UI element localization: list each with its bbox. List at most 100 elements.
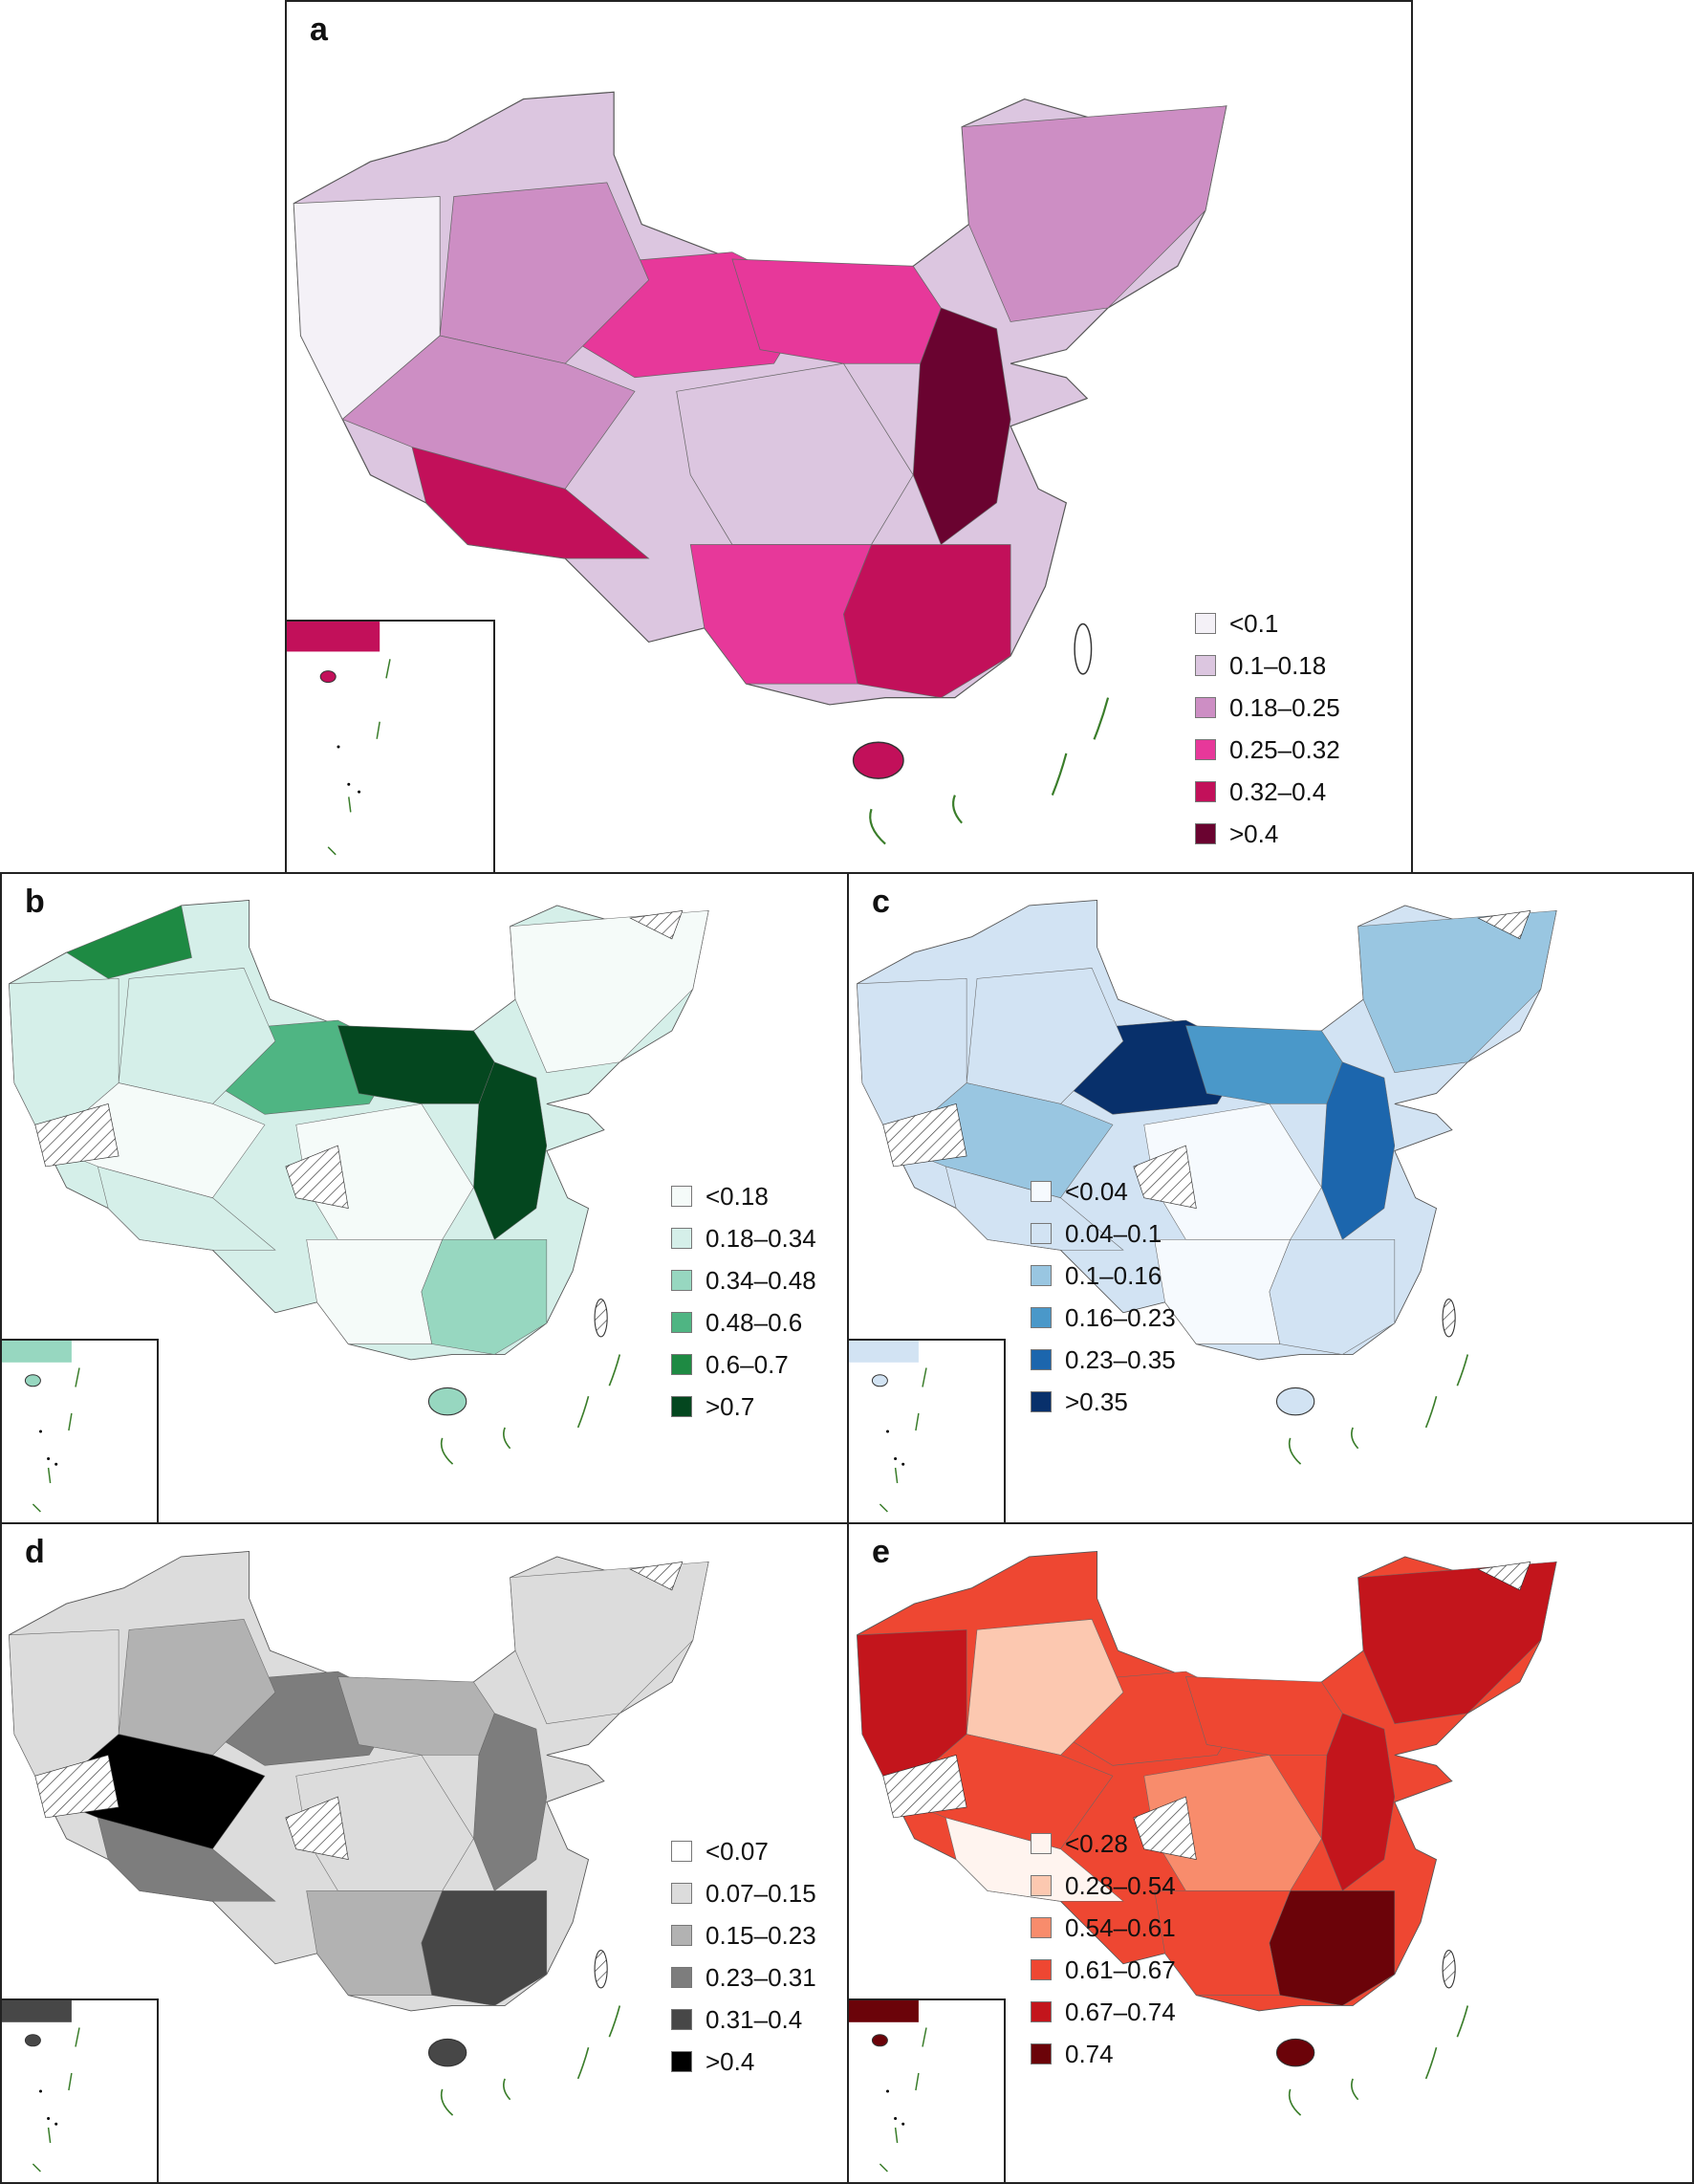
legend-label: 0.04–0.1 (1065, 1218, 1162, 1248)
region (966, 1619, 1124, 1756)
legend-label: >0.35 (1065, 1387, 1128, 1416)
legend-item: 0.54–0.61 (1031, 1907, 1176, 1949)
hainan-island (852, 741, 904, 779)
region (439, 182, 649, 364)
panel-label: a (310, 11, 328, 48)
legend-label: 0.18–0.34 (706, 1223, 816, 1253)
legend-label: 0.25–0.32 (1229, 734, 1340, 764)
legend-item: 0.34–0.48 (671, 1259, 816, 1301)
south-china-sea-inset (849, 1998, 1006, 2182)
panel-a: a <0.1 0.1–0.18 0.18–0.25 0.25–0.32 0.32–0.4 >… (285, 0, 1413, 874)
region (1357, 1562, 1557, 1724)
legend-label: 0.16–0.23 (1065, 1302, 1176, 1332)
hainan-island (1275, 1387, 1315, 1416)
region (510, 1562, 709, 1724)
hainan-island (1275, 2038, 1315, 2067)
legend-label: 0.31–0.4 (706, 2004, 803, 2034)
maritime-boundary (1456, 1354, 1469, 1387)
legend-swatch (1031, 1875, 1052, 1896)
region (966, 968, 1124, 1104)
choropleth-map (857, 899, 1557, 1465)
maritime-boundary (1093, 697, 1110, 740)
choropleth-map (293, 91, 1227, 845)
legend-swatch (1031, 1959, 1052, 1980)
legend-label: 0.18–0.25 (1229, 692, 1340, 722)
region (731, 258, 942, 364)
region (65, 905, 192, 979)
legend-swatch (1031, 1223, 1052, 1244)
maritime-boundary (1051, 753, 1068, 796)
region (118, 1619, 276, 1756)
legend-item: 0.67–0.74 (1031, 1991, 1176, 2033)
legend-label: 0.74 (1065, 2039, 1114, 2068)
maritime-boundary (608, 2005, 621, 2038)
legend-item: 0.6–0.7 (671, 1343, 816, 1386)
no-data-region (629, 1561, 684, 1591)
legend-swatch (1031, 2001, 1052, 2022)
legend-item: 0.1–0.16 (1031, 1255, 1176, 1297)
maritime-boundary (503, 1427, 511, 1450)
region (1154, 1239, 1292, 1344)
legend-label: 0.32–0.4 (1229, 776, 1327, 806)
legend-item: 0.28–0.54 (1031, 1865, 1176, 1907)
legend-swatch (671, 1396, 692, 1417)
legend-swatch (1195, 823, 1216, 844)
maritime-boundary (608, 1354, 621, 1387)
south-china-sea-inset (2, 1339, 159, 1522)
legend-item: 0.25–0.32 (1195, 729, 1340, 771)
legend-label: <0.18 (706, 1181, 769, 1211)
maritime-boundary (1424, 1395, 1438, 1429)
legend-swatch (671, 1883, 692, 1904)
legend-item: 0.31–0.4 (671, 1998, 816, 2041)
region (1321, 1713, 1396, 1891)
legend-label: 0.28–0.54 (1065, 1870, 1176, 1900)
panel-c: c <0.04 0.04–0.1 0.1–0.16 0.16–0.23 0.23–0.35… (847, 872, 1694, 1524)
legend-label: >0.7 (706, 1391, 755, 1421)
legend-label: 0.1–0.16 (1065, 1260, 1162, 1290)
legend-swatch (1195, 655, 1216, 676)
legend: <0.07 0.07–0.15 0.15–0.23 0.23–0.31 0.31–0.4… (671, 1830, 816, 2083)
legend-item: 0.07–0.15 (671, 1872, 816, 1914)
legend-label: 0.23–0.35 (1065, 1344, 1176, 1374)
legend-item: >0.35 (1031, 1381, 1176, 1423)
legend-item: >0.4 (1195, 813, 1340, 855)
legend-swatch (1031, 1265, 1052, 1286)
no-data-region (882, 1754, 967, 1819)
no-data-region (1477, 1561, 1531, 1591)
legend-item: >0.4 (671, 2041, 816, 2083)
legend-item: <0.1 (1195, 602, 1340, 644)
legend-label: 0.61–0.67 (1065, 1955, 1176, 1984)
region (118, 968, 276, 1104)
maritime-boundary (1351, 2078, 1359, 2101)
maritime-boundary (576, 1395, 590, 1429)
maritime-boundary (952, 795, 963, 824)
legend-label: <0.28 (1065, 1828, 1128, 1858)
region (341, 335, 636, 490)
no-data-region (1477, 909, 1531, 940)
maritime-boundary (1288, 1437, 1302, 1465)
legend-label: <0.07 (706, 1836, 769, 1866)
legend-item: <0.28 (1031, 1823, 1176, 1865)
region (473, 1713, 548, 1891)
panel-e: e <0.28 0.28–0.54 0.54–0.61 0.61–0.67 0.67–0.… (847, 1522, 1694, 2184)
choropleth-map (9, 899, 709, 1465)
taiwan-island (594, 1299, 608, 1338)
region (510, 910, 709, 1073)
legend: <0.04 0.04–0.1 0.1–0.16 0.16–0.23 0.23–0.35 >… (1031, 1170, 1176, 1423)
legend-item: 0.15–0.23 (671, 1914, 816, 1956)
legend-label: 0.07–0.15 (706, 1878, 816, 1908)
region (1357, 910, 1557, 1073)
legend-label: <0.1 (1229, 608, 1279, 638)
legend-swatch (1031, 1391, 1052, 1412)
legend-swatch (1195, 613, 1216, 634)
region (306, 1239, 444, 1344)
legend-item: 0.18–0.34 (671, 1217, 816, 1259)
legend-label: 0.67–0.74 (1065, 1997, 1176, 2026)
panel-label: b (25, 884, 45, 920)
legend-item: <0.07 (671, 1830, 816, 1872)
legend-swatch (1031, 1833, 1052, 1854)
legend-swatch (1195, 739, 1216, 760)
legend-item: 0.18–0.25 (1195, 687, 1340, 729)
legend-swatch (1031, 1917, 1052, 1938)
panel-label: e (872, 1534, 890, 1570)
